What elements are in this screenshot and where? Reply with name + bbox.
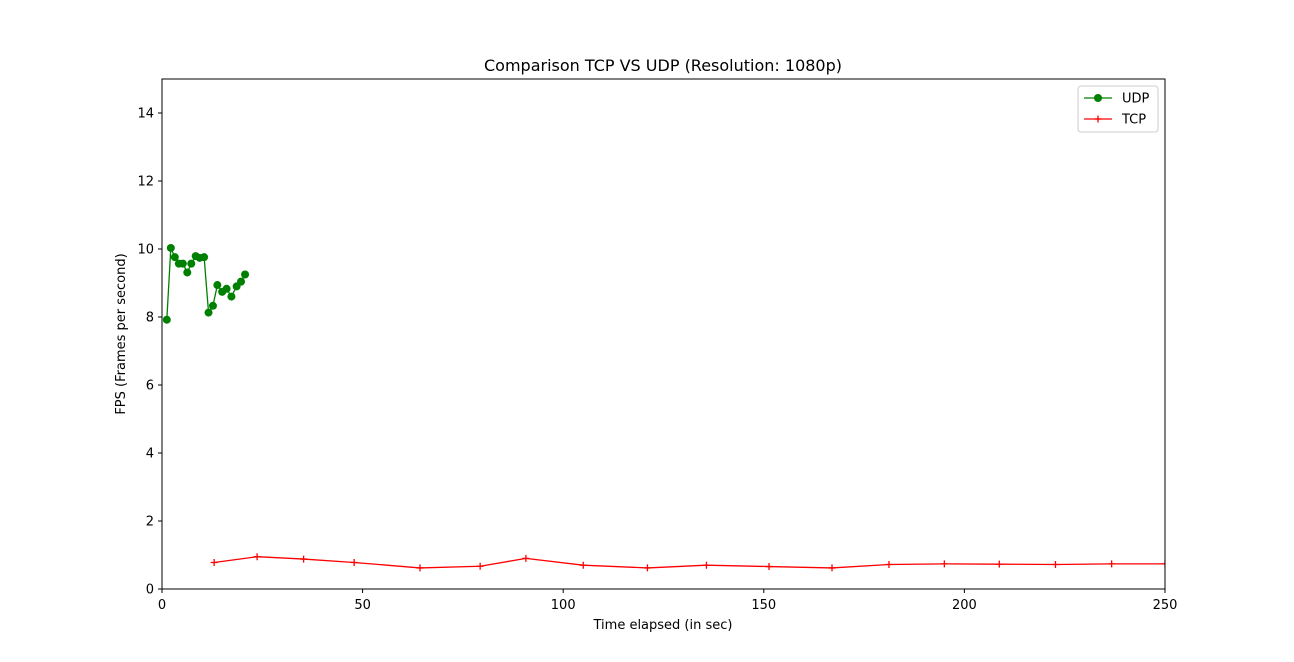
legend: UDP TCP (1077, 85, 1159, 133)
data-point-tcp (765, 563, 773, 571)
data-point-tcp (1051, 561, 1059, 569)
x-tick-label: 0 (158, 598, 166, 613)
y-tick-label: 8 (146, 311, 154, 326)
x-axis-label: Time elapsed (in sec) (593, 618, 733, 633)
y-tick-label: 14 (137, 107, 154, 122)
data-point-tcp (702, 561, 710, 569)
data-point-tcp (476, 562, 484, 570)
data-point-tcp (885, 561, 893, 569)
x-tick-label: 200 (952, 598, 977, 613)
data-point-tcp (643, 564, 651, 572)
data-point-tcp (995, 560, 1003, 568)
series-udp (162, 243, 250, 324)
y-tick-label: 6 (146, 379, 154, 394)
plot-area: 0 50 100 150 200 250 0 2 4 6 8 10 12 14 (137, 78, 1178, 613)
data-point-tcp (1161, 560, 1165, 568)
data-point-tcp (416, 564, 424, 572)
axes-frame (161, 78, 1166, 590)
data-point-tcp (350, 558, 358, 566)
x-tick-label: 100 (551, 598, 576, 613)
data-point-tcp (579, 561, 587, 569)
data-point-udp (178, 259, 187, 268)
y-axis-label: FPS (Frames per second) (114, 253, 129, 414)
y-tick-label: 10 (137, 243, 154, 258)
data-point-tcp (522, 554, 530, 562)
data-point-tcp (253, 553, 261, 561)
data-point-udp (166, 243, 175, 252)
x-tick-label: 50 (354, 598, 371, 613)
data-point-udp (213, 281, 222, 290)
legend-label-tcp: TCP (1121, 113, 1146, 128)
data-point-udp (208, 301, 217, 310)
data-point-tcp (300, 555, 308, 563)
data-point-udp (222, 284, 231, 293)
legend-marker-tcp (1094, 115, 1102, 123)
y-tick-label: 0 (146, 583, 154, 598)
legend-marker-udp (1094, 94, 1102, 102)
data-point-udp (241, 270, 250, 279)
data-point-udp (204, 308, 213, 317)
data-point-udp (200, 253, 209, 262)
x-tick-label: 250 (1153, 598, 1178, 613)
chart-title: Comparison TCP VS UDP (Resolution: 1080p… (484, 56, 842, 75)
data-point-udp (187, 259, 196, 268)
x-tick-label: 150 (751, 598, 776, 613)
data-point-udp (227, 292, 236, 301)
y-tick-label: 12 (137, 175, 154, 190)
data-point-tcp (828, 564, 836, 572)
data-point-tcp (1108, 560, 1116, 568)
y-tick-label: 4 (146, 447, 154, 462)
data-point-tcp (940, 560, 948, 568)
data-point-tcp (210, 558, 218, 566)
y-tick-label: 2 (146, 515, 154, 530)
series-line-tcp (214, 556, 1165, 569)
data-point-udp (170, 253, 179, 262)
series-tcp (210, 553, 1165, 572)
data-point-udp (183, 268, 192, 277)
data-point-udp (237, 277, 246, 286)
legend-label-udp: UDP (1122, 92, 1150, 107)
data-point-udp (162, 315, 171, 324)
